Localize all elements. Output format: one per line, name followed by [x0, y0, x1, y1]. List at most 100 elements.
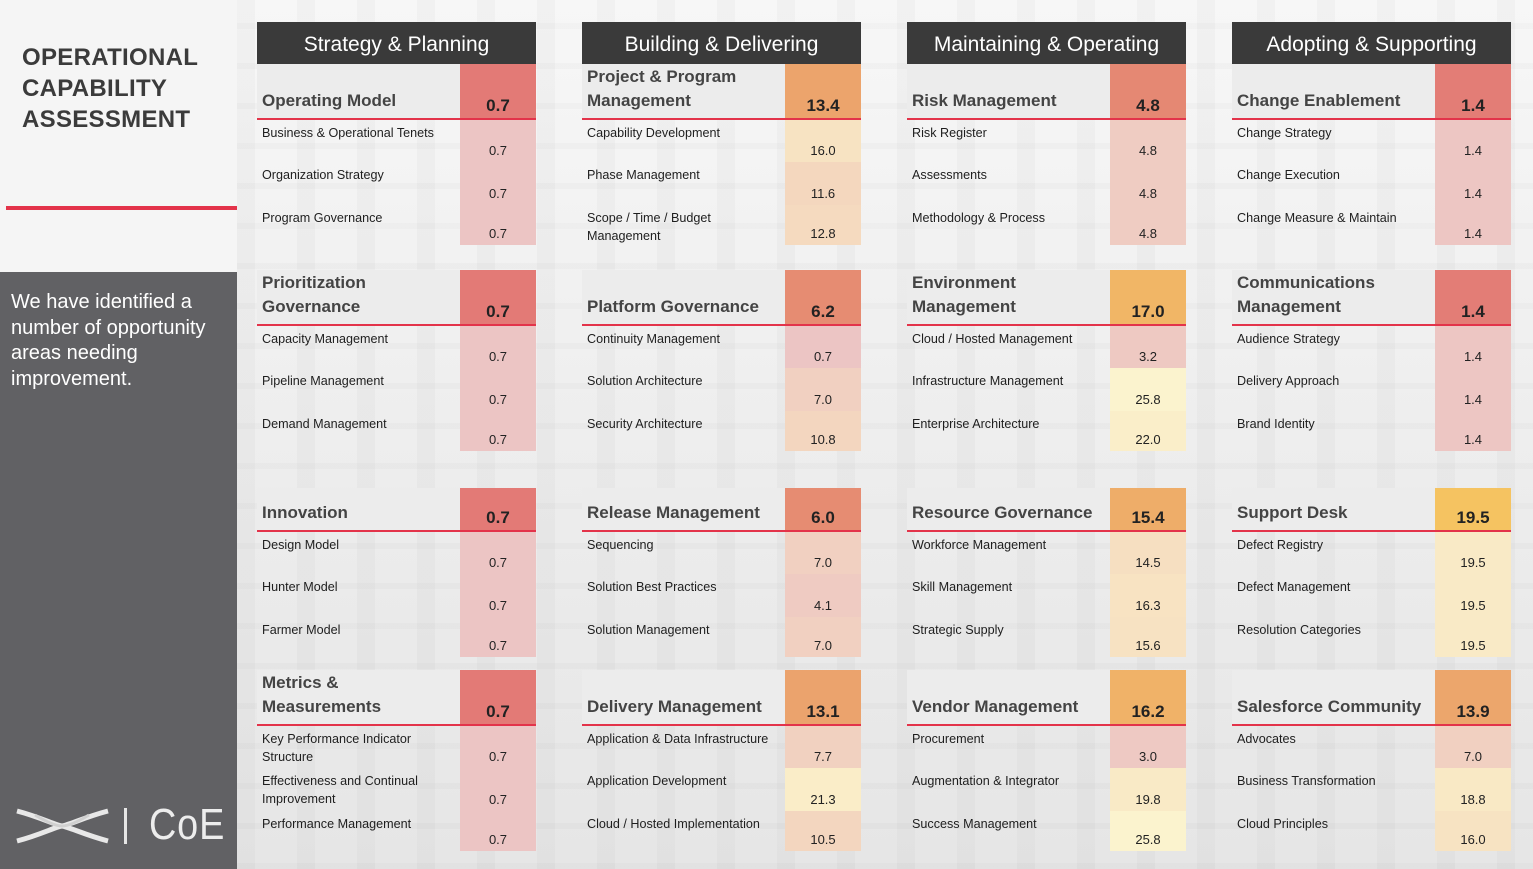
- row-label: Defect Management: [1237, 580, 1351, 595]
- row-value: 22.0: [1110, 410, 1186, 451]
- card-score: 6.0: [785, 488, 861, 530]
- row-value-text: 19.5: [1460, 597, 1486, 613]
- card-score: 1.4: [1435, 64, 1511, 118]
- row-label: Infrastructure Management: [912, 374, 1064, 389]
- row-value-text: 18.8: [1460, 791, 1486, 807]
- card-underline: [257, 118, 536, 120]
- card-underline: [1232, 324, 1511, 326]
- row-value-text: 4.8: [1138, 225, 1158, 241]
- card-row: Solution Best Practices 4.1: [582, 574, 861, 617]
- title-panel: [0, 0, 237, 272]
- row-value-text: 19.5: [1460, 555, 1486, 571]
- row-value-text: 0.7: [488, 555, 508, 571]
- row-label: Procurement: [912, 732, 985, 746]
- card-row: Effectiveness and Continual Improvement 0…: [257, 768, 536, 811]
- row-label: Phase Management: [587, 168, 700, 183]
- row-label: Enterprise Architecture: [912, 416, 1040, 431]
- row-value: 12.8: [785, 204, 861, 245]
- capability-card: Salesforce Community 13.9 Advocates 7.0 Busi…: [1232, 670, 1511, 852]
- card-row: Organization Strategy 0.7: [257, 162, 536, 205]
- card-title: Support Desk: [1237, 503, 1348, 522]
- row-value: 4.8: [1110, 120, 1186, 163]
- row-value-text: 25.8: [1135, 831, 1161, 847]
- column-header: Adopting & Supporting: [1232, 22, 1511, 64]
- row-label: Skill Management: [912, 580, 1013, 595]
- row-value-text: 3.2: [1138, 349, 1158, 365]
- card-row: Skill Management 16.3: [907, 574, 1186, 617]
- row-value: 1.4: [1435, 162, 1511, 205]
- row-value: 16.0: [1435, 810, 1511, 851]
- row-value-text: 12.8: [810, 225, 836, 241]
- card-score: 1.4: [1435, 270, 1511, 324]
- card-row: Resolution Categories 19.5: [1232, 616, 1511, 659]
- row-value-text: 0.7: [488, 749, 508, 765]
- capability-card: Release Management 6.0 Sequencing 7.0 Soluti…: [582, 488, 861, 658]
- row-value-text: 7.0: [813, 391, 833, 407]
- card-row: Change Strategy 1.4: [1232, 120, 1511, 163]
- row-value-text: 0.7: [488, 391, 508, 407]
- card-row: Pipeline Management 0.7: [257, 368, 536, 411]
- card-score: 19.5: [1435, 488, 1511, 530]
- row-value: 25.8: [1110, 810, 1186, 851]
- row-value-text: 25.8: [1135, 391, 1161, 407]
- card-row: Business & Operational Tenets 0.7: [257, 120, 536, 163]
- card-row: Performance Management 0.7: [257, 810, 536, 853]
- row-label: Assessments: [912, 168, 987, 183]
- row-value-text: 7.0: [813, 637, 833, 653]
- sidebar-panel: [0, 272, 237, 869]
- row-value: 0.7: [460, 768, 536, 811]
- row-value: 0.7: [460, 326, 536, 369]
- card-score: 17.0: [1110, 270, 1186, 324]
- row-label: Performance Management: [262, 816, 412, 831]
- row-label: Change Measure & Maintain: [1237, 210, 1397, 225]
- row-label: Demand Management: [262, 416, 387, 431]
- row-value: 11.6: [785, 162, 861, 205]
- card-row: Cloud / Hosted Management 3.2: [907, 326, 1186, 369]
- row-value-text: 0.7: [813, 349, 833, 365]
- capability-card: Metrics & Measurements 0.7 Key Performance…: [257, 670, 536, 852]
- row-value-text: 7.0: [813, 555, 833, 571]
- card-row: Phase Management 11.6: [582, 162, 861, 205]
- capability-card: Platform Governance 6.2 Continuity Managem…: [582, 270, 861, 452]
- row-value: 7.0: [785, 616, 861, 657]
- row-value: 0.7: [460, 162, 536, 205]
- row-value: 7.7: [785, 726, 861, 769]
- row-value: 0.7: [460, 120, 536, 163]
- row-value-text: 16.0: [1460, 831, 1486, 847]
- row-label: Scope / Time / Budget Management: [587, 210, 711, 243]
- card-row: Solution Management 7.0: [582, 616, 861, 659]
- row-value: 0.7: [460, 726, 536, 769]
- card-underline: [257, 530, 536, 532]
- capability-card: Operating Model 0.7 Business & Operational…: [257, 64, 536, 246]
- row-value-text: 1.4: [1463, 185, 1483, 201]
- row-label: Organization Strategy: [262, 168, 384, 183]
- card-row: Key Performance Indicator Structure 0.7: [257, 726, 536, 769]
- card-row: Business Transformation 18.8: [1232, 768, 1511, 811]
- card-score: 15.4: [1110, 488, 1186, 530]
- row-value: 10.8: [785, 410, 861, 451]
- card-title: Change Enablement: [1237, 91, 1401, 110]
- card-score: 4.8: [1110, 64, 1186, 118]
- card-row: Change Execution 1.4: [1232, 162, 1511, 205]
- row-value-text: 0.7: [488, 791, 508, 807]
- row-value: 19.8: [1110, 768, 1186, 811]
- logo-mark-icon: [16, 808, 109, 844]
- row-value: 1.4: [1435, 204, 1511, 245]
- card-score: 13.9: [1435, 670, 1511, 724]
- card-row: Defect Registry 19.5: [1232, 532, 1511, 575]
- row-value: 10.5: [785, 810, 861, 851]
- card-row: Change Measure & Maintain 1.4: [1232, 204, 1511, 247]
- card-row: Augmentation & Integrator 19.8: [907, 768, 1186, 811]
- row-value-text: 1.4: [1463, 349, 1483, 365]
- row-value-text: 11.6: [810, 185, 836, 201]
- row-label: Cloud / Hosted Implementation: [587, 816, 760, 831]
- card-row: Methodology & Process 4.8: [907, 204, 1186, 247]
- row-value: 0.7: [785, 326, 861, 369]
- row-value: 16.0: [785, 120, 861, 163]
- card-score: 13.1: [785, 670, 861, 724]
- card-title: Communications Management: [1237, 273, 1375, 316]
- card-row: Scope / Time / Budget Management 12.8: [582, 204, 861, 247]
- card-underline: [1232, 530, 1511, 532]
- row-value-text: 1.4: [1463, 143, 1483, 159]
- row-value: 15.6: [1110, 616, 1186, 657]
